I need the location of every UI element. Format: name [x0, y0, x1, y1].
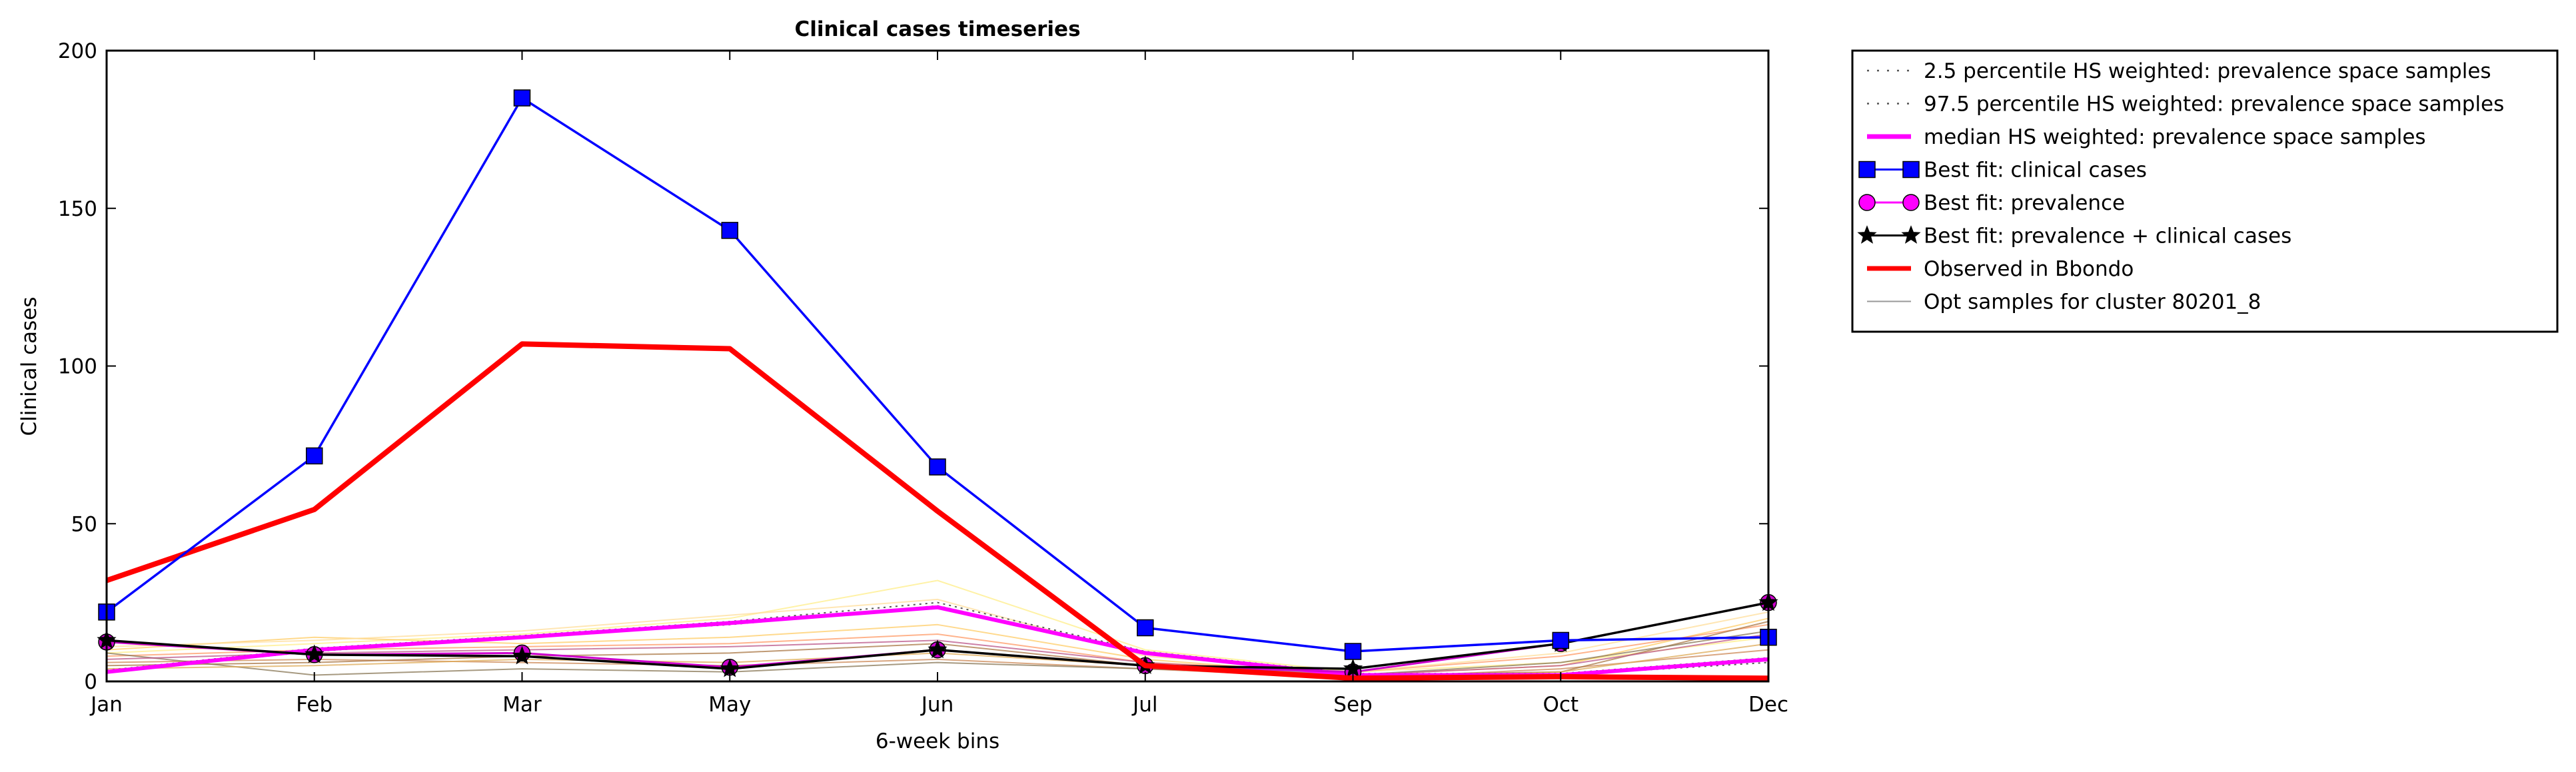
axes-layer: 0 50 100 150 200 Jan Feb Mar May Jun Jul Sep Oct Dec [58, 39, 1788, 717]
y-tick-label: 200 [58, 39, 97, 63]
legend-entry: Observed in Bbondo [1867, 257, 2134, 281]
data-point [305, 644, 324, 663]
series-line [105, 341, 1769, 681]
plot-frame [105, 49, 1770, 683]
legend: 2.5 percentile HS weighted: prevalence s… [1851, 49, 2559, 333]
x-tick-label: May [708, 693, 751, 717]
legend-label: 2.5 percentile HS weighted: prevalence s… [1924, 59, 2491, 83]
legend-marker [1858, 194, 1876, 211]
legend-entry: 97.5 percentile HS weighted: prevalence … [1867, 93, 2504, 117]
series-0 [98, 89, 1777, 660]
data-point [721, 222, 738, 239]
series-6 [106, 601, 1769, 675]
series-layer [97, 89, 1778, 681]
legend-entry: Best fit: prevalence [1858, 191, 2125, 215]
x-tick-label: Dec [1748, 693, 1788, 717]
legend-label: median HS weighted: prevalence space sam… [1924, 125, 2426, 149]
x-tick-label: Sep [1333, 693, 1372, 717]
legend-label: Observed in Bbondo [1924, 257, 2134, 281]
data-point [929, 458, 946, 476]
y-tick-label: 50 [71, 512, 97, 536]
series-line [106, 598, 1769, 673]
legend-box [1851, 49, 2559, 333]
chart-title: Clinical cases timeseries [794, 17, 1080, 41]
legend-marker [1902, 194, 1920, 211]
data-point [1137, 619, 1154, 637]
x-tick-label: Jan [89, 693, 123, 717]
y-tick-label: 100 [58, 355, 97, 379]
series-line [106, 601, 1769, 675]
legend-entry: 2.5 percentile HS weighted: prevalence s… [1867, 59, 2491, 83]
data-point [513, 89, 531, 107]
y-tick-label: 0 [84, 670, 97, 694]
series-7 [106, 579, 1769, 673]
series-line [106, 623, 1769, 673]
legend-marker [1902, 161, 1920, 179]
series-9 [106, 623, 1769, 673]
x-tick-label: Jun [920, 693, 954, 717]
legend-label: Best fit: prevalence + clinical cases [1924, 224, 2291, 248]
legend-entry: Best fit: clinical cases [1858, 159, 2147, 183]
x-tick-label: Jul [1131, 693, 1157, 717]
legend-marker [1901, 225, 1921, 244]
y-tick-label: 150 [58, 197, 97, 221]
data-point [928, 639, 948, 659]
data-point [1552, 631, 1569, 649]
x-tick-label: Feb [296, 693, 332, 717]
x-tick-label: Oct [1543, 693, 1579, 717]
legend-marker [1858, 161, 1876, 179]
opt-samples-layer [106, 579, 1769, 679]
legend-entry: Opt samples for cluster 80201_8 [1867, 290, 2261, 314]
legend-label: Best fit: prevalence [1924, 191, 2125, 215]
x-tick-label: Mar [502, 693, 542, 717]
x-axis-label: 6-week bins [876, 729, 999, 753]
series-line [106, 630, 1769, 676]
series-line [105, 97, 1769, 653]
series-12 [106, 630, 1769, 676]
legend-label: Best fit: clinical cases [1924, 159, 2147, 183]
data-point [1344, 643, 1362, 660]
data-point [512, 645, 532, 665]
data-point [306, 447, 323, 465]
y-axis-label: Clinical cases [17, 296, 41, 436]
series-1 [105, 341, 1769, 681]
legend-entry: median HS weighted: prevalence space sam… [1867, 125, 2426, 149]
series-line [106, 579, 1769, 673]
series-15 [106, 598, 1769, 673]
legend-entry: Best fit: prevalence + clinical cases [1857, 224, 2291, 248]
legend-label: 97.5 percentile HS weighted: prevalence … [1924, 93, 2504, 117]
legend-label: Opt samples for cluster 80201_8 [1924, 290, 2261, 314]
legend-marker [1857, 225, 1877, 244]
